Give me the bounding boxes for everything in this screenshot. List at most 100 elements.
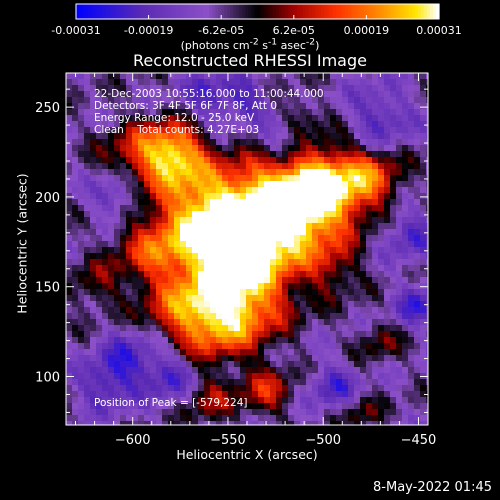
heatmap-cell <box>396 223 403 230</box>
heatmap-cell <box>186 145 193 152</box>
heatmap-cell <box>198 397 205 404</box>
heatmap-cell <box>240 379 247 386</box>
heatmap-cell <box>300 367 307 374</box>
heatmap-cell <box>348 241 355 248</box>
heatmap-cell <box>360 139 367 146</box>
heatmap-cell <box>354 295 361 302</box>
heatmap-cell <box>102 367 109 374</box>
heatmap-cell <box>426 271 429 278</box>
heatmap-cell <box>306 223 313 230</box>
heatmap-cell <box>174 151 181 158</box>
heatmap-cell <box>420 313 427 320</box>
heatmap-cell <box>342 157 349 164</box>
heatmap-cell <box>210 175 217 182</box>
heatmap-cell <box>402 193 409 200</box>
heatmap-cell <box>270 319 277 326</box>
heatmap-cell <box>366 133 373 140</box>
heatmap-cell <box>162 409 169 416</box>
heatmap-cell <box>258 367 265 374</box>
heatmap-cell <box>186 229 193 236</box>
heatmap-cell <box>198 421 205 426</box>
heatmap-cell <box>384 349 391 356</box>
heatmap-cell <box>252 79 259 86</box>
heatmap-cell <box>228 355 235 362</box>
heatmap-cell <box>234 121 241 128</box>
heatmap-cell <box>258 139 265 146</box>
heatmap-cell <box>408 385 415 392</box>
heatmap-cell <box>420 73 427 80</box>
heatmap-cell <box>66 277 73 284</box>
heatmap-cell <box>342 139 349 146</box>
heatmap-cell <box>78 253 85 260</box>
heatmap-cell <box>342 109 349 116</box>
heatmap-cell <box>162 73 169 80</box>
heatmap-cell <box>150 259 157 266</box>
heatmap-cell <box>396 169 403 176</box>
heatmap-cell <box>300 169 307 176</box>
heatmap-cell <box>276 73 283 80</box>
heatmap-cell <box>186 73 193 80</box>
heatmap-cell <box>300 151 307 158</box>
heatmap-cell <box>66 181 73 188</box>
heatmap-cell <box>414 403 421 410</box>
heatmap-cell <box>126 115 133 122</box>
heatmap-cell <box>426 157 429 164</box>
heatmap-cell <box>120 409 127 416</box>
heatmap-cell <box>288 307 295 314</box>
heatmap-cell <box>168 145 175 152</box>
heatmap-cell <box>84 343 91 350</box>
heatmap-cell <box>420 367 427 374</box>
heatmap-cell <box>366 421 373 426</box>
heatmap-cell <box>408 157 415 164</box>
heatmap-cell <box>144 121 151 128</box>
heatmap-cell <box>342 193 349 200</box>
heatmap-cell <box>282 121 289 128</box>
heatmap-cell <box>408 265 415 272</box>
heatmap-cell <box>282 85 289 92</box>
heatmap-cell <box>342 385 349 392</box>
heatmap-cell <box>318 163 325 170</box>
heatmap-cell <box>402 175 409 182</box>
heatmap-cell <box>384 79 391 86</box>
heatmap-cell <box>174 187 181 194</box>
heatmap-cell <box>228 313 235 320</box>
colorbar-segment <box>109 4 113 19</box>
heatmap-cell <box>108 349 115 356</box>
heatmap-cell <box>138 325 145 332</box>
heatmap-cell <box>420 103 427 110</box>
heatmap-cell <box>414 277 421 284</box>
heatmap-cell <box>234 367 241 374</box>
heatmap-cell <box>102 361 109 368</box>
heatmap-cell <box>402 199 409 206</box>
heatmap-cell <box>246 241 253 248</box>
heatmap-cell <box>312 349 319 356</box>
heatmap-cell <box>252 241 259 248</box>
heatmap-cell <box>240 301 247 308</box>
heatmap-cell <box>318 385 325 392</box>
heatmap-cell <box>126 109 133 116</box>
colorbar-segment <box>127 4 132 19</box>
heatmap-cell <box>210 343 217 350</box>
heatmap-cell <box>264 115 271 122</box>
heatmap-cell <box>426 247 429 254</box>
heatmap-cell <box>378 373 385 380</box>
heatmap-cell <box>138 265 145 272</box>
heatmap-cell <box>132 217 139 224</box>
heatmap-cell <box>282 157 289 164</box>
heatmap-cell <box>150 151 157 158</box>
heatmap-cell <box>354 355 361 362</box>
heatmap-cell <box>342 187 349 194</box>
heatmap-cell <box>78 355 85 362</box>
heatmap-cell <box>240 157 247 164</box>
heatmap-cell <box>348 151 355 158</box>
heatmap-cell <box>90 289 97 296</box>
heatmap-cell <box>90 307 97 314</box>
heatmap-cell <box>114 223 121 230</box>
heatmap-cell <box>108 355 115 362</box>
colorbar-segment <box>181 4 186 19</box>
heatmap-cell <box>180 187 187 194</box>
heatmap-cell <box>378 331 385 338</box>
total-counts-label: Total counts: 4.27E+03 <box>137 124 260 136</box>
heatmap-cell <box>300 127 307 134</box>
heatmap-cell <box>258 385 265 392</box>
